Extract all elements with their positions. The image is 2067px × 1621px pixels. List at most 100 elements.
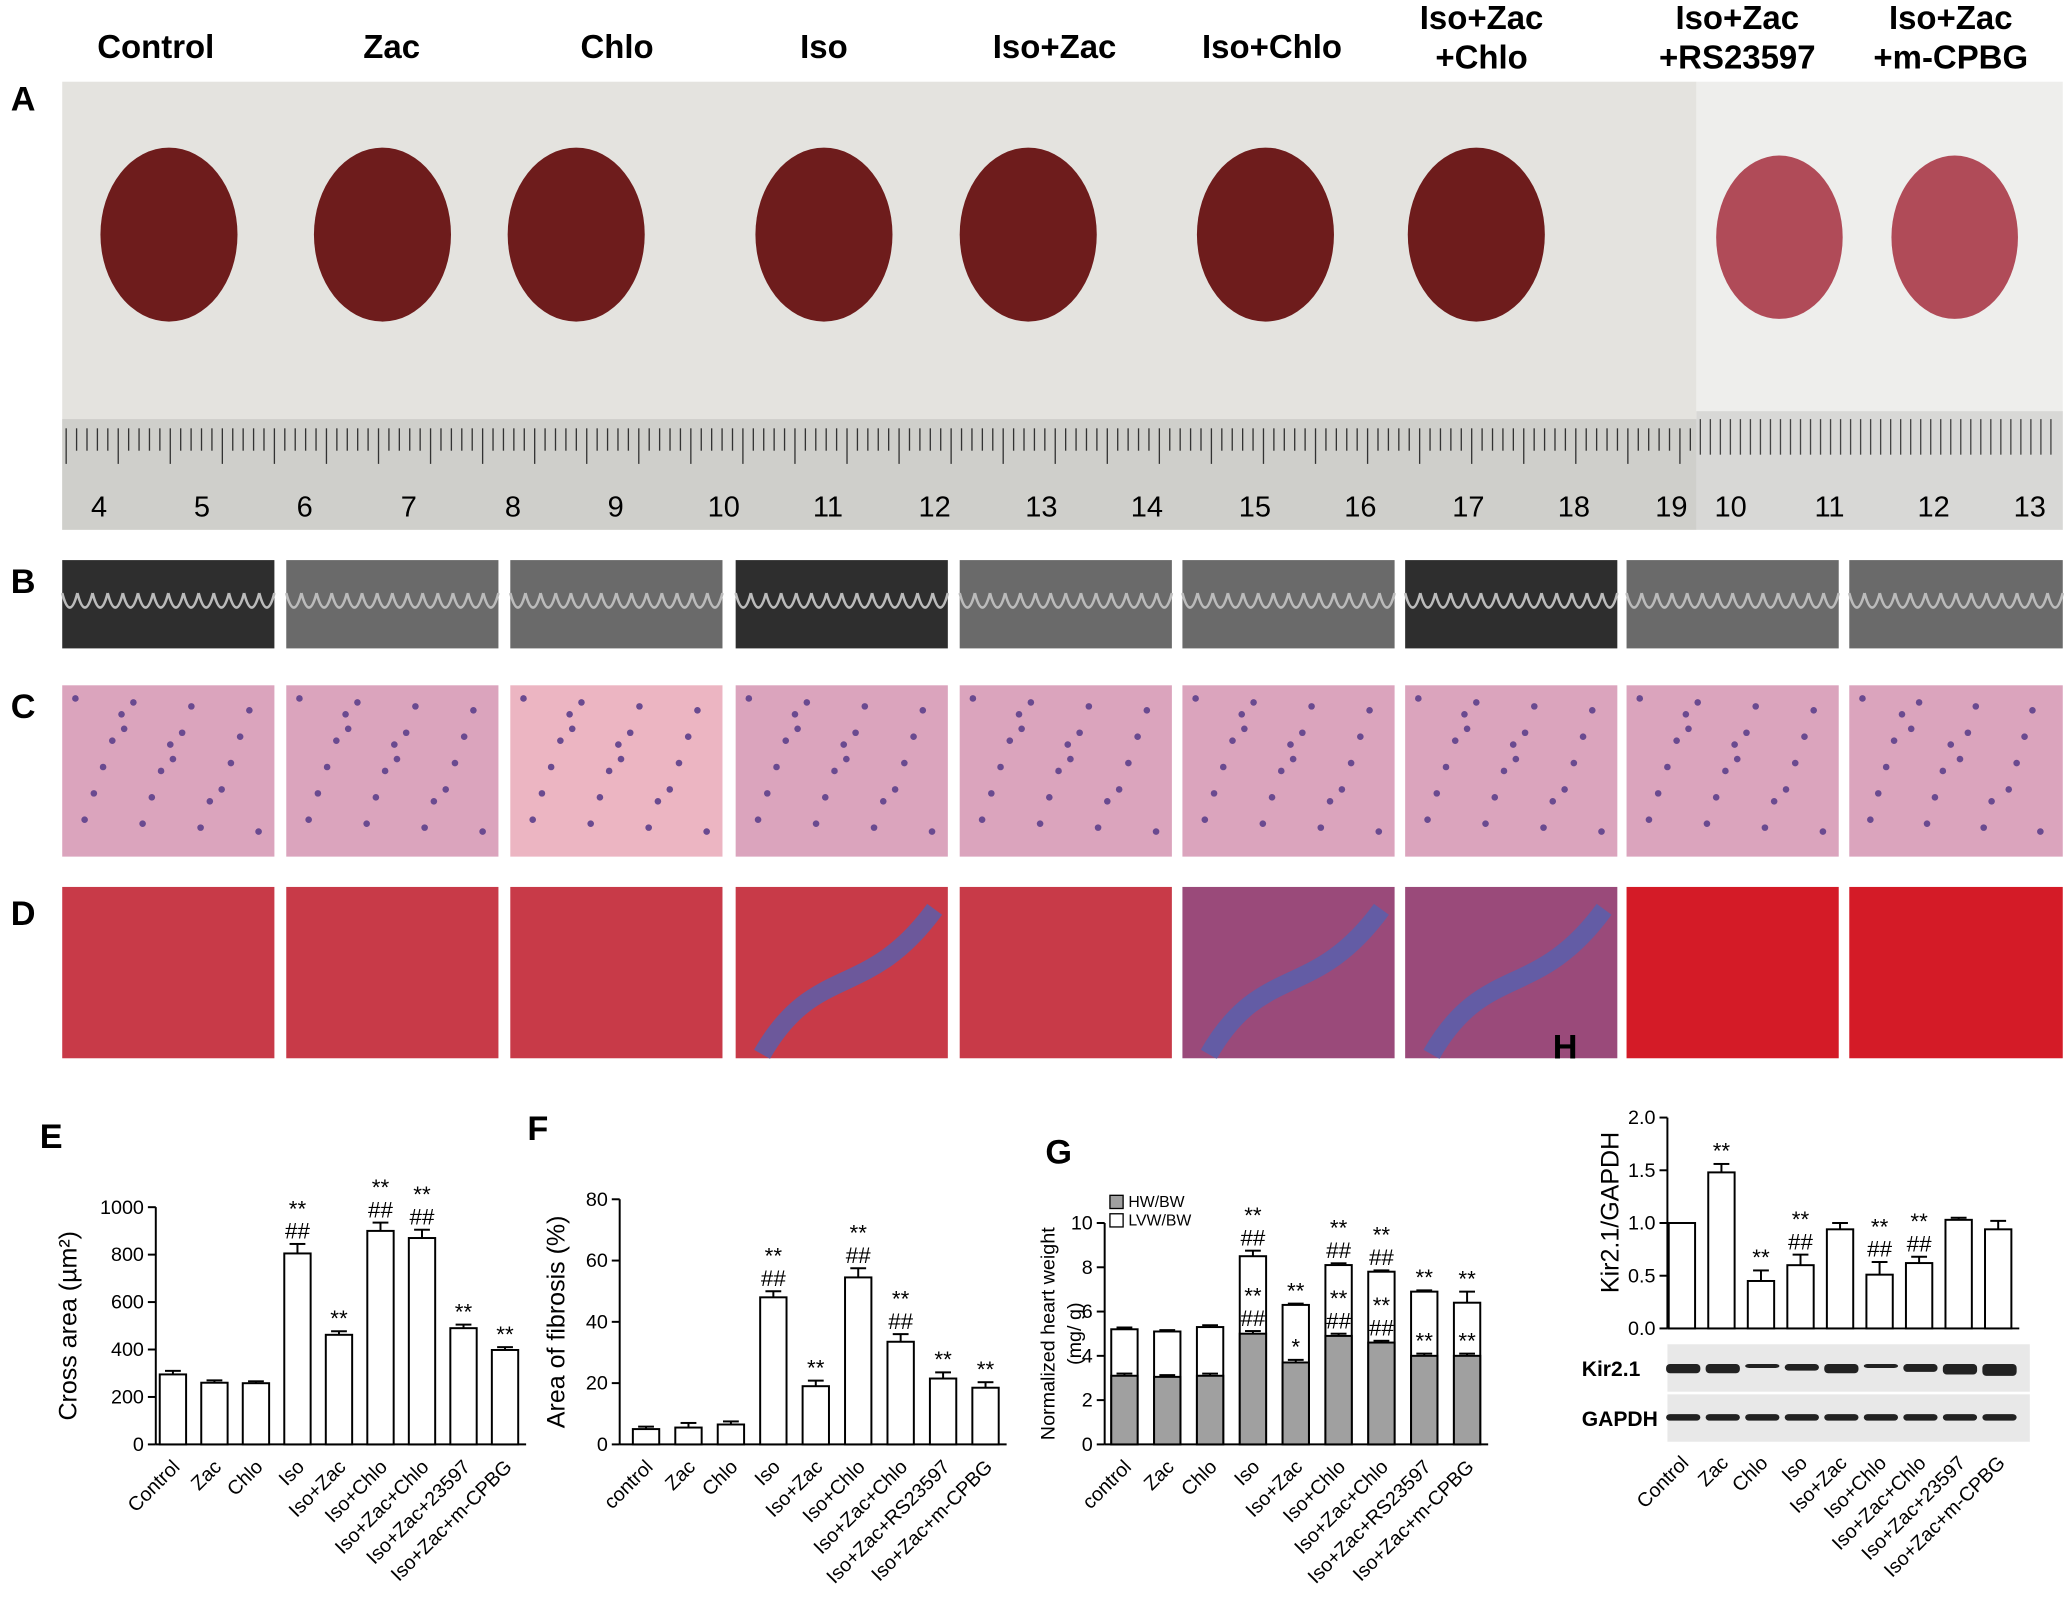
significance-label: ** [1458, 1328, 1476, 1353]
echo-wave [136, 592, 155, 609]
nucleus [442, 786, 450, 793]
nucleus [1338, 786, 1346, 793]
bar [928, 1377, 958, 1446]
nucleus [1366, 707, 1373, 714]
band [1705, 1414, 1740, 1421]
nucleus [1461, 710, 1468, 718]
bar [1707, 1171, 1736, 1330]
panel-label: A [11, 81, 36, 119]
nucleus [1115, 786, 1123, 793]
blot-label: Kir2.1 [1582, 1358, 1641, 1381]
nucleus [840, 741, 848, 748]
bar [1786, 1264, 1815, 1330]
nucleus [342, 710, 349, 718]
echo-wave [1049, 592, 1068, 609]
bar [158, 1373, 188, 1446]
significance-label: ## [846, 1243, 871, 1268]
nucleus [1134, 733, 1141, 740]
band [1824, 1364, 1859, 1374]
y-tick-label: 20 [586, 1373, 608, 1395]
nucleus [1722, 767, 1729, 775]
significance-label: ** [1244, 1203, 1262, 1228]
nucleus [188, 703, 195, 710]
echo-wave [1332, 592, 1351, 609]
echo-wave [825, 592, 844, 609]
band [1784, 1414, 1819, 1421]
nucleus [1588, 707, 1596, 714]
x-tick-label: control [1078, 1456, 1135, 1513]
significance-label: ## [1369, 1316, 1394, 1341]
x-tick-label: Chlo [223, 1456, 267, 1500]
echo-wave [391, 592, 409, 609]
nucleus [1268, 794, 1276, 801]
echo-image [1626, 560, 1839, 649]
nucleus [1890, 737, 1898, 744]
nucleus [99, 763, 107, 771]
nucleus [1018, 725, 1025, 733]
nucleus [1317, 824, 1325, 831]
x-tick-label: Control [124, 1456, 185, 1517]
nucleus [109, 737, 116, 744]
significance-label: ** [1416, 1265, 1434, 1290]
echo-wave [1555, 592, 1574, 609]
nucleus [1415, 695, 1422, 702]
echo-wave [1863, 592, 1882, 609]
y-tick-label: 800 [111, 1244, 144, 1266]
nucleus [1731, 741, 1738, 748]
y-tick-label: 10 [1071, 1213, 1093, 1235]
bar [801, 1385, 830, 1446]
nucleus [1201, 816, 1209, 824]
significance-label: ** [1330, 1216, 1348, 1241]
heart [1196, 147, 1334, 322]
echo-wave [1449, 592, 1468, 609]
y-tick-label: 80 [586, 1189, 608, 1211]
heart [100, 147, 238, 322]
nucleus [1491, 794, 1499, 801]
fibrosis [1423, 903, 1612, 1059]
bar [1904, 1262, 1934, 1330]
echo-wave [1525, 592, 1543, 609]
ruler-label: 11 [813, 492, 843, 524]
he-image [1849, 685, 2063, 857]
nucleus [118, 710, 125, 718]
group-label: Iso+Zac [1675, 0, 1799, 36]
nucleus [412, 703, 419, 710]
group-label: Iso+Zac [993, 28, 1117, 65]
bar [1667, 1222, 1697, 1330]
nucleus [206, 797, 214, 805]
nucleus [1964, 729, 1972, 737]
x-tick-label: Chlo [698, 1456, 742, 1500]
nucleus [694, 707, 701, 714]
nucleus [246, 707, 253, 714]
trichrome-image [1849, 886, 2063, 1059]
heart [507, 147, 645, 322]
x-tick-label: Iso [751, 1456, 785, 1490]
ruler-label: 10 [1715, 492, 1747, 524]
echo-wave [1924, 592, 1943, 609]
significance-label: ** [1244, 1283, 1262, 1308]
nucleus [1859, 695, 1866, 702]
nucleus [1085, 703, 1093, 710]
nucleus [773, 763, 780, 771]
nucleus [1549, 797, 1557, 805]
nucleus [451, 759, 459, 767]
echo-wave [1570, 592, 1589, 609]
nucleus [969, 695, 977, 702]
bar [759, 1296, 788, 1446]
nucleus [919, 707, 927, 714]
bar [844, 1276, 873, 1446]
panel-label: B [11, 563, 36, 601]
echo-wave [645, 592, 664, 609]
nucleus [1579, 733, 1587, 740]
significance-label: ** [807, 1355, 825, 1380]
echo-wave [1909, 592, 1927, 609]
nucleus [130, 699, 137, 706]
y-axis-label: (mg/ g) [1064, 1302, 1086, 1365]
nucleus [1473, 699, 1480, 706]
y-tick-label: 1.0 [1628, 1213, 1655, 1235]
echo-wave [524, 592, 542, 609]
nucleus [372, 794, 380, 801]
nucleus [1867, 816, 1874, 824]
echo-wave [599, 592, 618, 609]
bar [1110, 1374, 1139, 1446]
